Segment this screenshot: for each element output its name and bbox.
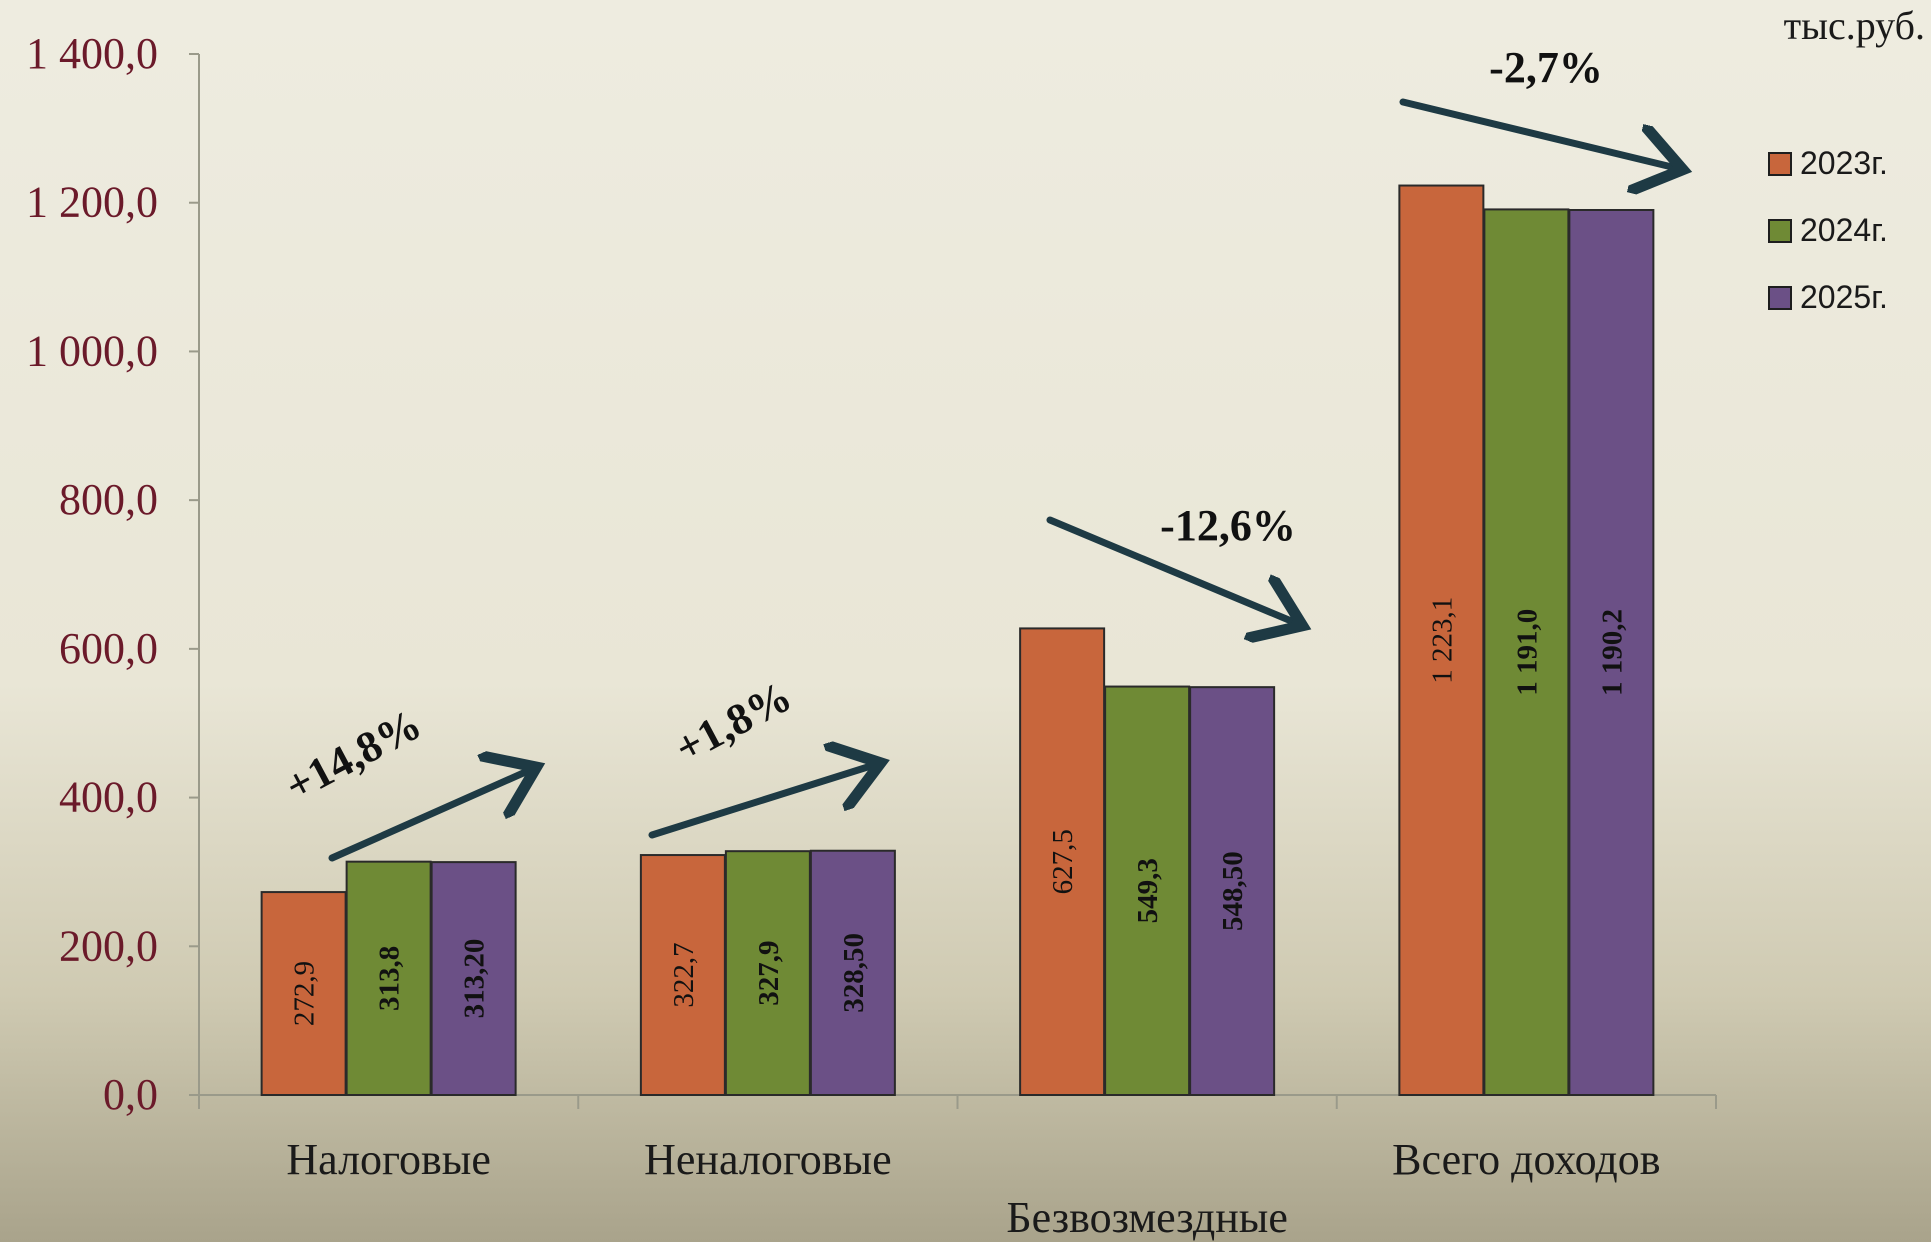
bar-2-2 — [724, 850, 811, 1096]
bar-3-4 — [1568, 209, 1655, 1096]
legend-item-2025: 2025г. — [1768, 264, 1888, 331]
legend-swatch-2025 — [1768, 285, 1792, 310]
bar-3-1 — [430, 861, 517, 1096]
category-label: Неналоговые — [644, 1135, 892, 1184]
y-tick-label: 0,0 — [103, 1070, 158, 1119]
category-label: Безвозмездные — [1006, 1193, 1287, 1242]
legend: 2023г. 2024г. 2025г. — [1768, 130, 1888, 331]
bar-value-label: 1 191,0 — [1511, 609, 1543, 696]
bar-1-3 — [1019, 627, 1106, 1096]
bar-2-4 — [1483, 208, 1570, 1096]
legend-label-2024: 2024г. — [1800, 212, 1888, 248]
bar-1-4 — [1398, 184, 1485, 1096]
legend-item-2024: 2024г. — [1768, 197, 1888, 264]
y-tick-label: 400,0 — [59, 773, 158, 822]
trend-arrow-1 — [328, 770, 530, 862]
y-tick-label: 200,0 — [59, 921, 158, 970]
bar-value-label: 549,3 — [1132, 858, 1164, 923]
y-tick-label: 1 200,0 — [26, 178, 158, 227]
bar-value-label: 1 190,2 — [1596, 609, 1628, 696]
legend-label-2025: 2025г. — [1800, 279, 1888, 315]
category-label: Всего доходов — [1392, 1135, 1660, 1184]
bar-2-3 — [1104, 685, 1191, 1096]
bar-value-label: 327,9 — [753, 940, 785, 1005]
bar-value-label: 313,20 — [459, 939, 491, 1019]
bar-3-3 — [1189, 686, 1276, 1096]
bar-1-2 — [639, 854, 726, 1096]
bar-value-label: 328,50 — [838, 933, 870, 1013]
legend-label-2023: 2023г. — [1800, 145, 1888, 181]
trend-annotation-3: -12,6% — [1160, 501, 1296, 550]
bar-value-label: 1 223,1 — [1426, 597, 1458, 684]
bar-value-label: 548,50 — [1217, 851, 1249, 931]
trend-annotation-2: +1,8% — [667, 671, 800, 773]
y-tick-label: 600,0 — [59, 624, 158, 673]
bar-value-label: 313,8 — [374, 946, 406, 1011]
unit-label: тыс.руб. — [1783, 3, 1925, 48]
legend-item-2023: 2023г. — [1768, 130, 1888, 197]
bar-value-label: 322,7 — [668, 942, 700, 1007]
category-label: Налоговые — [286, 1135, 490, 1184]
y-tick-label: 1 400,0 — [26, 29, 158, 78]
bar-1-1 — [260, 891, 347, 1096]
trend-arrow-3 — [1046, 516, 1296, 623]
trend-arrow-4 — [1399, 98, 1676, 168]
y-tick-label: 800,0 — [59, 475, 158, 524]
bar-3-2 — [809, 849, 896, 1096]
legend-swatch-2024 — [1768, 218, 1792, 243]
bar-value-label: 627,5 — [1047, 829, 1079, 894]
legend-swatch-2023 — [1768, 151, 1792, 176]
trend-annotation-4: -2,7% — [1489, 43, 1603, 92]
trend-annotation-1: +14,8% — [277, 699, 429, 811]
trend-arrow-2 — [648, 765, 874, 839]
y-tick-label: 1 000,0 — [26, 326, 158, 375]
bar-value-label: 272,9 — [289, 961, 321, 1026]
